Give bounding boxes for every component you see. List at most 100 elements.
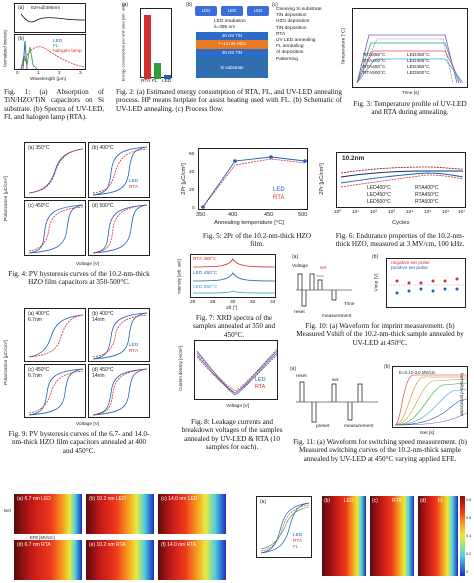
fig2-step-2: TiN deposition bbox=[276, 13, 307, 19]
fig6-legend-1: RTA400°C bbox=[415, 185, 439, 191]
fig9-panel-d: (d) 450°C 14nm bbox=[88, 364, 150, 418]
fig2-irradiation: LED irradiation bbox=[214, 19, 246, 24]
fig4-panel-d-title: (d) 500°C bbox=[92, 203, 114, 209]
fig12-xlabel: EFE [MV/cm] bbox=[30, 535, 55, 540]
fig13-colorbar bbox=[460, 496, 465, 576]
fig2-step-6: UV LED annealing bbox=[276, 38, 316, 44]
fig1-b-label: (b) bbox=[18, 36, 25, 42]
fig9-xlabel: Voltage [V] bbox=[76, 422, 100, 427]
fig4-panel-d: (d) 500°C bbox=[88, 200, 150, 256]
fig2-cat-fl: FL bbox=[152, 79, 158, 84]
fig4-xlabel: Voltage [V] bbox=[76, 262, 100, 267]
fig3-legend-3: LED400°C bbox=[407, 59, 430, 64]
fig10-legend-neg: negative set pulse bbox=[391, 261, 430, 266]
fig11-annot: E=0.12-3.0 MV/cm bbox=[399, 370, 436, 375]
fig5-xlabel: Annealing temperature [°C] bbox=[214, 220, 284, 226]
fig2-layer-tin-top: 30 nm TiN bbox=[196, 32, 268, 40]
fig4-grid: (a) 350°C (b) 400°C LED RTA (c) 450°C (d… bbox=[24, 142, 152, 258]
fig1-absorption-curve bbox=[20, 13, 86, 23]
fig2-bar-plot bbox=[140, 8, 172, 79]
fig10-measurement: measurement bbox=[322, 314, 352, 319]
fig7-caption: Fig. 7: XRD spectra of the samples annea… bbox=[192, 314, 276, 339]
fig1-xtick-1: 1 bbox=[37, 71, 40, 76]
fig6-ylabel: 2Pr [μC/cm²] bbox=[318, 163, 325, 195]
fig4-legend-led: LED bbox=[129, 179, 139, 184]
fig11-measurement: measurement bbox=[344, 424, 374, 429]
fig12-panel-f: (f) 14.0 nm RTA bbox=[158, 540, 226, 580]
fig11-waveform bbox=[296, 381, 378, 423]
fig1-spectra bbox=[20, 40, 86, 70]
fig7-trace-led450: LED 450°C bbox=[193, 271, 218, 276]
fig2-bar-led bbox=[164, 75, 171, 79]
fig2-step-5: RTA bbox=[276, 31, 286, 37]
fig12-panel-b-title: (b) 10.2 nm LED bbox=[89, 496, 126, 502]
fig3-legend-5: LED450°C bbox=[407, 65, 430, 70]
fig2-step-9: Patterning bbox=[276, 56, 298, 62]
fig1-ylabel: Normalized intensity bbox=[2, 29, 8, 68]
fig11-switching-curves bbox=[394, 374, 468, 426]
fig3-plot: RTA350°C LED350°C RTA400°C LED400°C RTA4… bbox=[352, 8, 468, 88]
fig4-caption: Fig. 4: PV hysteresis curves of the 10.2… bbox=[8, 270, 150, 287]
fig9-panel-a: (a) 400°C 6.7nm bbox=[24, 308, 86, 362]
fig11-ylabel: Normalized polarization bbox=[459, 372, 465, 417]
fig10-a-label: (a) bbox=[292, 254, 299, 260]
fig13-cb-tick-0: 0 bbox=[466, 570, 469, 574]
fig3-legend-0: RTA350°C bbox=[363, 53, 386, 58]
fig10-legend-pos: positive set pulse bbox=[391, 266, 428, 271]
fig1-legend-fl: FL bbox=[53, 44, 59, 49]
fig2-process-flow: Cleaning Si substrate TiN deposition HZO… bbox=[276, 7, 340, 63]
fig1-legend-halogen: halogen lamp bbox=[53, 49, 82, 54]
fig5-2pr-curves bbox=[201, 155, 307, 209]
fig13-legend-led: LED bbox=[293, 533, 303, 538]
fig6-plot: 10.2nm LED400°C RTA400°C LED450°C RTA450… bbox=[336, 152, 466, 208]
fig12-panel-b: (b) 10.2 nm LED bbox=[86, 494, 154, 534]
fig4-panel-c-title: (c) 450°C bbox=[28, 203, 50, 209]
fig13-b-title: LED bbox=[344, 498, 354, 504]
fig3-legend-2: RTA400°C bbox=[363, 59, 386, 64]
fig9-ylabel: Polarization [μC/cm²] bbox=[3, 340, 9, 385]
fig9-panel-b: (b) 400°C 14nm LED RTA bbox=[88, 308, 150, 362]
fig8-plot: LED RTA bbox=[194, 340, 278, 400]
fig13-plot-a: (a) LED RTA FL bbox=[256, 496, 312, 558]
fig13-cb-tick-3: 0.6 bbox=[466, 516, 472, 520]
fig1-plot-b: (b) LED FL halogen lamp bbox=[14, 34, 86, 70]
fig10-time: Time bbox=[344, 302, 355, 307]
fig12-panel-a: (a) 6.7 nm LED bbox=[14, 494, 82, 534]
fig4-legend-rta: RTA bbox=[129, 185, 139, 190]
fig2-step-8: Al deposition bbox=[276, 50, 304, 56]
fig7-ylabel: Intensity [arb. unit] bbox=[176, 259, 182, 294]
fig2-ylabel: Energy consumption per unit area [arb. u… bbox=[120, 3, 126, 82]
fig12-panel-e-title: (e) 10.2 nm RTA bbox=[89, 542, 126, 548]
fig5-ytick-0: 0 bbox=[192, 206, 195, 211]
fig4-panel-a: (a) 350°C bbox=[24, 142, 86, 198]
fig9-legend-rta: RTA bbox=[129, 349, 139, 354]
fig13-c-title: RTA bbox=[392, 498, 402, 504]
fig9-panel-b-title: (b) 400°C 14nm bbox=[92, 311, 114, 323]
fig1-xtick-2: 2 bbox=[58, 71, 61, 76]
fig2-lambda: λ=395 nm bbox=[214, 25, 236, 30]
fig9-panel-d-title: (d) 450°C 14nm bbox=[92, 367, 114, 379]
fig10-legend: negative set pulse positive set pulse bbox=[391, 261, 430, 271]
fig3-legend-1: LED350°C bbox=[407, 53, 430, 58]
fig2-led-array: LED LED LED bbox=[195, 6, 269, 20]
fig13-d-title: FL bbox=[438, 498, 444, 504]
fig2-caption: Fig. 2: (a) Estimated energy consumption… bbox=[116, 88, 342, 113]
fig3-xlabel: Time [s] bbox=[402, 91, 419, 96]
fig2-bar-rta bbox=[144, 15, 151, 79]
fig7-xtick-3: 32 bbox=[250, 300, 256, 305]
fig2-step-1: Cleaning Si substrate bbox=[276, 7, 322, 12]
fig13-c-label: (c) bbox=[372, 498, 378, 504]
fig4-ylabel: Polarization [μC/cm²] bbox=[3, 176, 9, 221]
fig9-grid: (a) 400°C 6.7nm (b) 400°C 14nm LED RTA (… bbox=[24, 308, 152, 420]
fig13-legend-fl: FL bbox=[293, 545, 299, 550]
fig11-caption: Fig. 11: (a) Waveform for switching spee… bbox=[293, 438, 467, 463]
fig6-title: 10.2nm bbox=[342, 155, 365, 162]
fig2-step-3: HZO deposition bbox=[276, 19, 310, 25]
fig13-cb-tick-2: 0.4 bbox=[466, 534, 472, 538]
fig12-panel-a-title: (a) 6.7 nm LED bbox=[17, 496, 51, 502]
fig7-xtick-1: 28 bbox=[210, 300, 216, 305]
fig5-xtick-3: 500 bbox=[298, 212, 308, 218]
fig4-panel-b-title: (b) 400°C bbox=[92, 145, 114, 151]
fig13-colorbar-ticks: 0.8 0.6 0.4 0.2 0 bbox=[466, 494, 474, 578]
fig13-heatmap-d: (d) FL bbox=[418, 496, 458, 576]
